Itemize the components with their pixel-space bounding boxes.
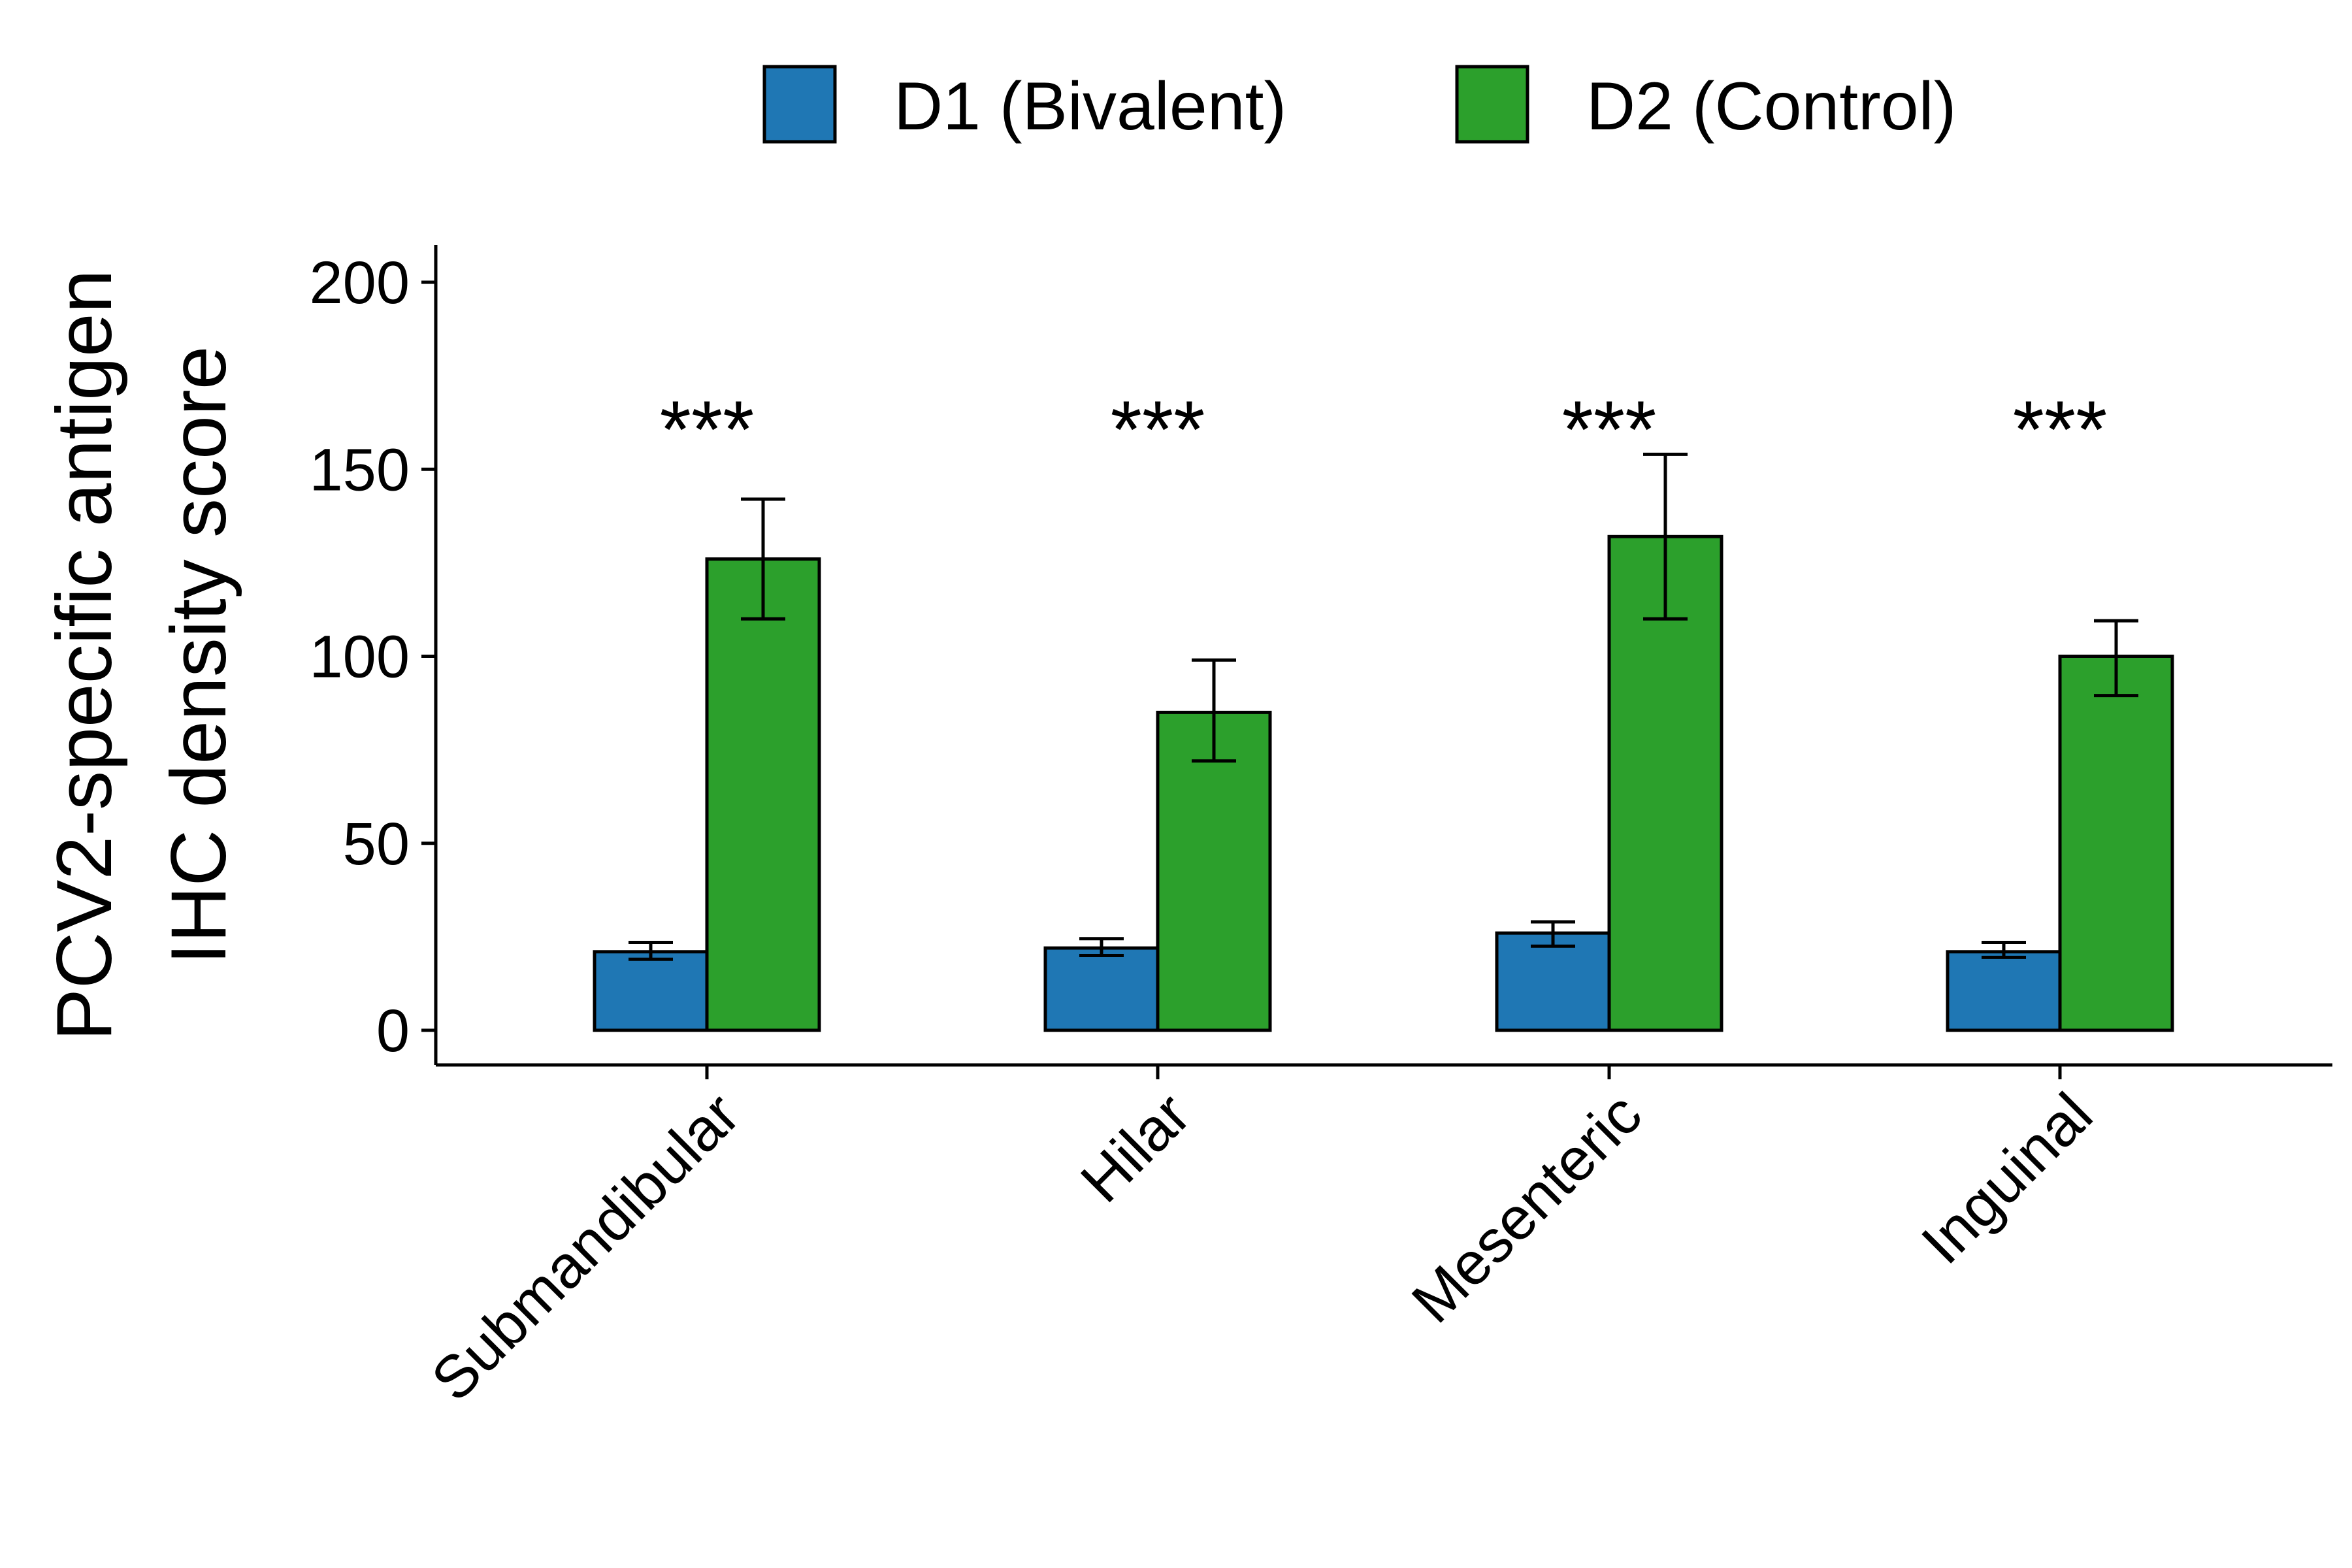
bar [2058, 655, 2174, 1032]
x-tick-label: Mesenteric [1399, 1081, 1654, 1335]
y-tick-label: 50 [343, 811, 410, 877]
significance-marks: *** *** *** *** [660, 385, 2108, 475]
bar [593, 950, 709, 1032]
y-axis: 0 50 100 150 200 [310, 245, 438, 1065]
bar [1495, 931, 1611, 1032]
x-axis: Submandibular Hilar Mesenteric Inguinal [419, 1063, 2332, 1414]
bar [1156, 710, 1272, 1032]
legend: D1 (Bivalent) D2 (Control) [762, 65, 1956, 144]
y-axis-label-line: PCV2-specific antigen [41, 270, 128, 1041]
x-tick-label: Inguinal [1909, 1081, 2105, 1277]
legend-swatch [762, 65, 837, 144]
bars [593, 534, 2174, 1032]
y-tick-label: 200 [310, 250, 410, 316]
x-tick-label: Submandibular [419, 1081, 752, 1414]
y-axis-label-line: IHC density score [155, 346, 242, 965]
significance-mark: *** [2013, 385, 2108, 475]
legend-label: D2 (Control) [1586, 69, 1956, 144]
bar [1946, 950, 2062, 1032]
legend-swatch [1455, 65, 1529, 144]
y-tick-label: 100 [310, 624, 410, 691]
significance-mark: *** [1111, 385, 1205, 475]
error-bars [629, 452, 2138, 961]
x-tick-label: Hilar [1068, 1081, 1203, 1215]
significance-mark: *** [660, 385, 755, 475]
y-axis-label: PCV2-specific antigen IHC density score [41, 270, 242, 1041]
bar [705, 557, 821, 1032]
bar [1043, 946, 1160, 1032]
significance-mark: *** [1562, 385, 1657, 475]
legend-label: D1 (Bivalent) [894, 69, 1286, 144]
y-tick-label: 0 [376, 998, 410, 1064]
y-tick-label: 150 [310, 436, 410, 503]
